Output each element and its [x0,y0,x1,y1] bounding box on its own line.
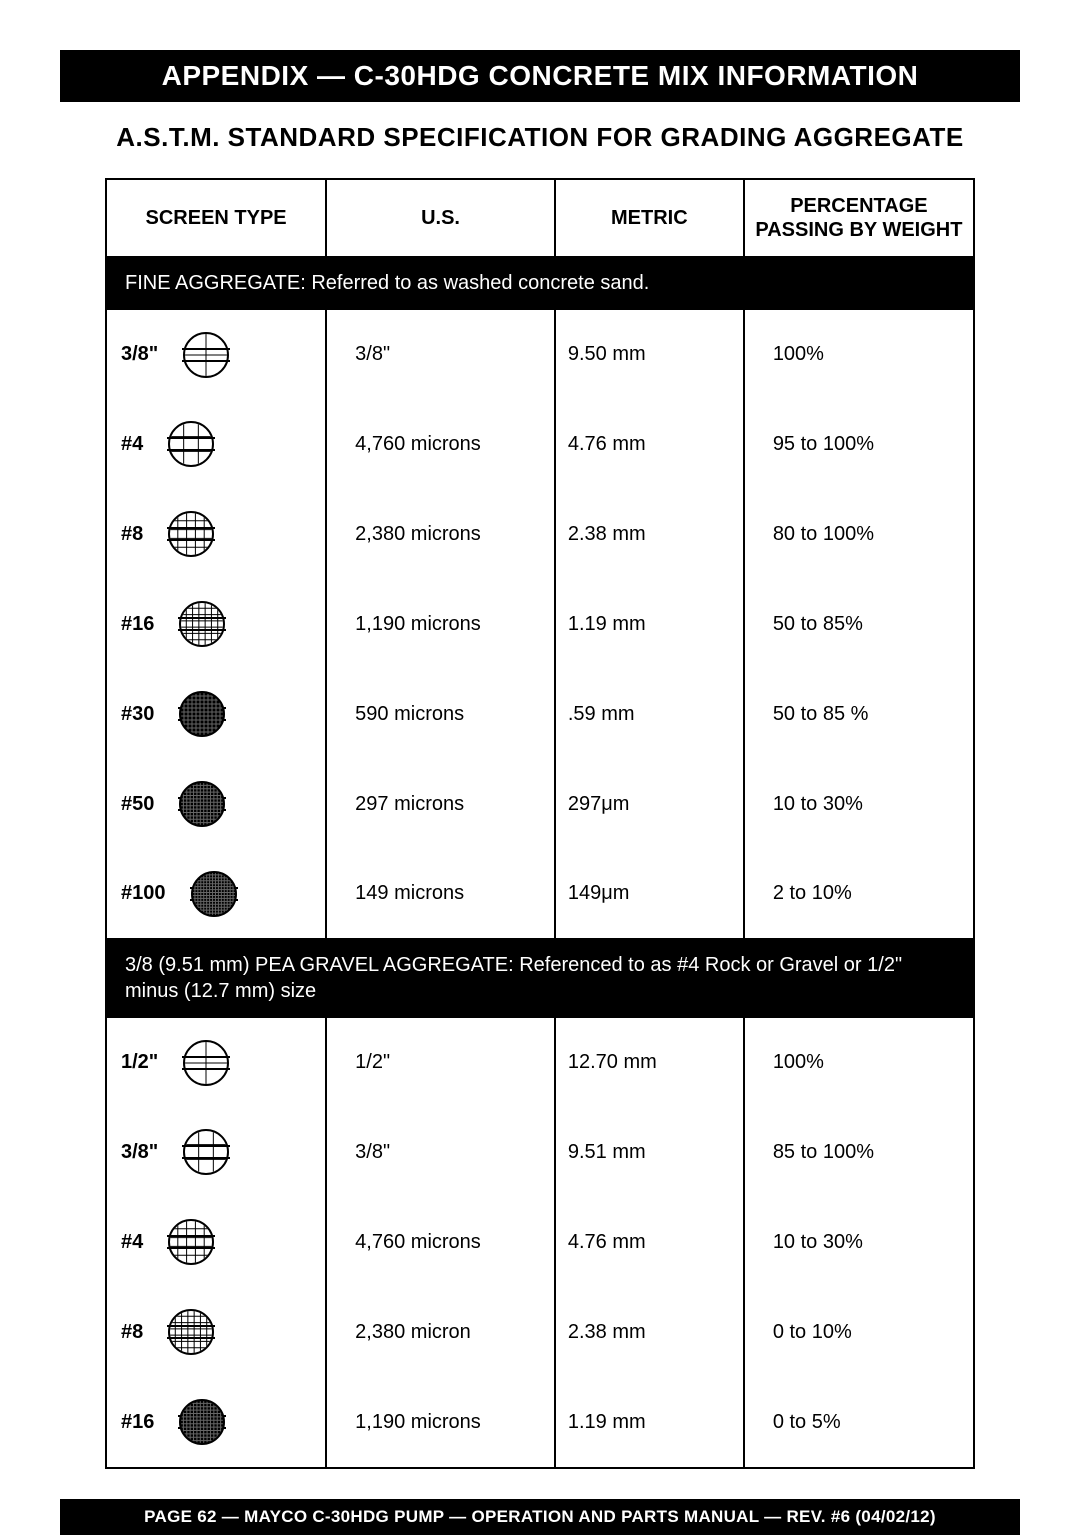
cell-metric: 2.38 mm [555,1287,744,1377]
screen-size-label: 1/2" [121,1051,158,1074]
table-row: #100 149 microns 149μm 2 to 10% [107,849,973,939]
sieve-screen-icon [167,420,215,468]
table-row: #8 2,380 micron 2.38 mm 0 to 10% [107,1287,973,1377]
sieve-screen-icon [182,1128,230,1176]
cell-us: 3/8" [326,1107,555,1197]
sieve-screen-icon [167,510,215,558]
cell-pct: 95 to 100% [744,399,973,489]
cell-pct: 85 to 100% [744,1107,973,1197]
cell-us: 3/8" [326,309,555,399]
screen-size-label: #8 [121,523,143,546]
table-row: 1/2" 1/2" 12.70 mm 100% [107,1017,973,1107]
cell-pct: 50 to 85 % [744,669,973,759]
cell-us: 2,380 microns [326,489,555,579]
screen-size-label: #50 [121,793,154,816]
table-row: 3/8" 3/8" 9.50 mm 100% [107,309,973,399]
cell-us: 4,760 microns [326,1197,555,1287]
cell-us: 1,190 microns [326,1377,555,1467]
sieve-screen-icon [178,780,226,828]
cell-us: 1,190 microns [326,579,555,669]
appendix-title-bar: APPENDIX — C-30HDG CONCRETE MIX INFORMAT… [60,50,1020,102]
screen-size-label: #16 [121,613,154,636]
cell-metric: 149μm [555,849,744,939]
table-header-row: SCREEN TYPE U.S. METRIC PERCENTAGE PASSI… [107,180,973,257]
sieve-screen-icon [190,870,238,918]
cell-us: 2,380 micron [326,1287,555,1377]
cell-us: 149 microns [326,849,555,939]
cell-metric: 12.70 mm [555,1017,744,1107]
cell-pct: 10 to 30% [744,1197,973,1287]
table-row: #4 4,760 microns 4.76 mm 95 to 100% [107,399,973,489]
cell-pct: 50 to 85% [744,579,973,669]
cell-us: 1/2" [326,1017,555,1107]
col-header-us: U.S. [326,180,555,257]
cell-metric: 4.76 mm [555,399,744,489]
cell-pct: 80 to 100% [744,489,973,579]
screen-size-label: #4 [121,433,143,456]
cell-pct: 2 to 10% [744,849,973,939]
cell-pct: 10 to 30% [744,759,973,849]
table-row: #16 1,190 microns 1.19 mm 50 to 85% [107,579,973,669]
table-row: #16 1,190 microns 1.19 mm 0 to 5% [107,1377,973,1467]
cell-metric: 4.76 mm [555,1197,744,1287]
sieve-screen-icon [167,1218,215,1266]
col-header-pct: PERCENTAGE PASSING BY WEIGHT [744,180,973,257]
table-row: #50 297 microns 297μm 10 to 30% [107,759,973,849]
cell-metric: .59 mm [555,669,744,759]
cell-metric: 2.38 mm [555,489,744,579]
screen-size-label: #16 [121,1411,154,1434]
screen-size-label: #8 [121,1321,143,1344]
col-header-screen: SCREEN TYPE [107,180,326,257]
cell-metric: 9.51 mm [555,1107,744,1197]
cell-us: 4,760 microns [326,399,555,489]
page-footer-bar: PAGE 62 — MAYCO C-30HDG PUMP — OPERATION… [60,1499,1020,1535]
screen-size-label: 3/8" [121,1141,158,1164]
cell-pct: 0 to 10% [744,1287,973,1377]
screen-size-label: #4 [121,1231,143,1254]
screen-size-label: #30 [121,703,154,726]
cell-pct: 100% [744,309,973,399]
table-row: 3/8" 3/8" 9.51 mm 85 to 100% [107,1107,973,1197]
screen-size-label: 3/8" [121,343,158,366]
cell-pct: 100% [744,1017,973,1107]
section-header-fine: FINE AGGREGATE: Referred to as washed co… [107,257,973,309]
sieve-screen-icon [178,1398,226,1446]
screen-size-label: #100 [121,882,166,905]
table-row: #30 590 microns .59 mm 50 to 85 % [107,669,973,759]
sieve-screen-icon [167,1308,215,1356]
cell-metric: 297μm [555,759,744,849]
sieve-screen-icon [182,1039,230,1087]
col-header-metric: METRIC [555,180,744,257]
page-subtitle: A.S.T.M. STANDARD SPECIFICATION FOR GRAD… [60,122,1020,153]
cell-us: 590 microns [326,669,555,759]
table-row: #4 4,760 microns 4.76 mm 10 to 30% [107,1197,973,1287]
cell-metric: 1.19 mm [555,1377,744,1467]
section-header-gravel: 3/8 (9.51 mm) PEA GRAVEL AGGREGATE: Refe… [107,939,973,1017]
cell-metric: 9.50 mm [555,309,744,399]
cell-metric: 1.19 mm [555,579,744,669]
sieve-screen-icon [178,690,226,738]
sieve-screen-icon [182,331,230,379]
cell-us: 297 microns [326,759,555,849]
cell-pct: 0 to 5% [744,1377,973,1467]
sieve-screen-icon [178,600,226,648]
table-row: #8 2,380 microns 2.38 mm 80 to 100% [107,489,973,579]
aggregate-table: SCREEN TYPE U.S. METRIC PERCENTAGE PASSI… [105,178,975,1469]
